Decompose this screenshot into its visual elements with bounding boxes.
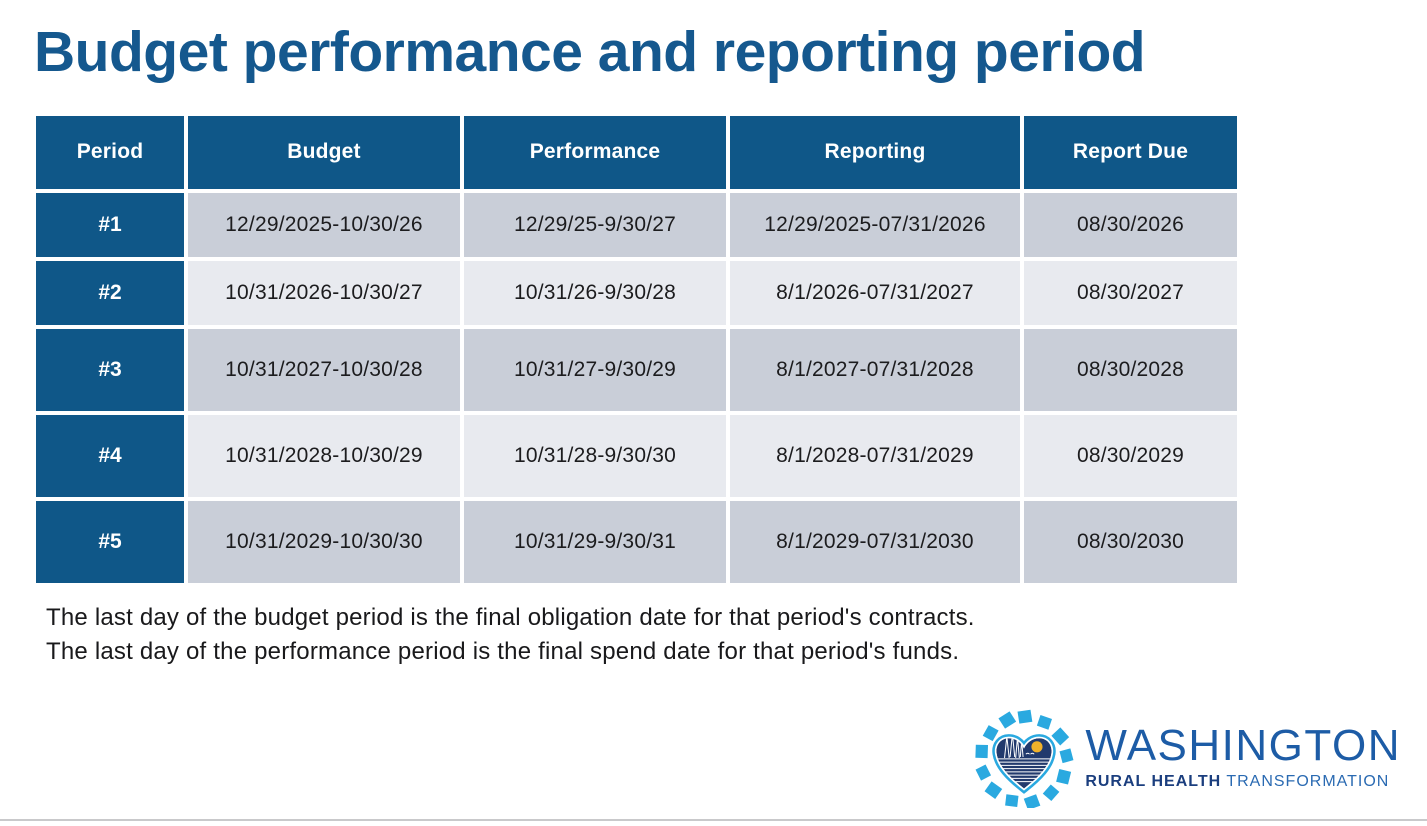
- column-header-budget: Budget: [188, 115, 460, 189]
- period-cell: #2: [36, 260, 184, 325]
- report-due-cell: 08/30/2028: [1024, 328, 1237, 411]
- performance-cell: 10/31/26-9/30/28: [464, 260, 726, 325]
- heart-scene: [996, 738, 1052, 789]
- column-header-report-due: Report Due: [1024, 115, 1237, 189]
- report-due-cell: 08/30/2026: [1024, 192, 1237, 257]
- performance-cell: 10/31/29-9/30/31: [464, 500, 726, 583]
- performance-cell: 10/31/27-9/30/29: [464, 328, 726, 411]
- table-body: #1 12/29/2025-10/30/26 12/29/25-9/30/27 12/…: [36, 192, 1237, 583]
- column-header-performance: Performance: [464, 115, 726, 189]
- budget-cell: 10/31/2028-10/30/29: [188, 414, 460, 497]
- sun-icon: [1031, 741, 1043, 753]
- window-edge-divider: [0, 819, 1427, 821]
- reporting-cell: 12/29/2025-07/31/2026: [730, 192, 1020, 257]
- table-row: #2 10/31/2026-10/30/27 10/31/26-9/30/28 8/1…: [36, 260, 1237, 325]
- reporting-cell: 8/1/2026-07/31/2027: [730, 260, 1020, 325]
- reporting-cell: 8/1/2028-07/31/2029: [730, 414, 1020, 497]
- budget-cell: 10/31/2027-10/30/28: [188, 328, 460, 411]
- period-cell: #1: [36, 192, 184, 257]
- logo-tagline-regular: TRANSFORMATION: [1226, 773, 1390, 790]
- budget-cell: 12/29/2025-10/30/26: [188, 192, 460, 257]
- report-due-cell: 08/30/2030: [1024, 500, 1237, 583]
- performance-cell: 10/31/28-9/30/30: [464, 414, 726, 497]
- reporting-cell: 8/1/2029-07/31/2030: [730, 500, 1020, 583]
- reporting-cell: 8/1/2027-07/31/2028: [730, 328, 1020, 411]
- table-row: #5 10/31/2029-10/30/30 10/31/29-9/30/31 8/1…: [36, 500, 1237, 583]
- footnote-budget-period: The last day of the budget period is the…: [46, 603, 975, 631]
- footnote-performance-period: The last day of the performance period i…: [46, 637, 960, 665]
- logo-brand-text: WASHINGTON: [1085, 721, 1401, 770]
- schedule-table-wrap: Period Budget Performance Reporting Repo…: [32, 112, 1427, 587]
- field-lines: [997, 758, 1052, 783]
- table-row: #1 12/29/2025-10/30/26 12/29/25-9/30/27 12/…: [36, 192, 1237, 257]
- table-row: #3 10/31/2027-10/30/28 10/31/27-9/30/29 8/1…: [36, 328, 1237, 411]
- column-header-reporting: Reporting: [730, 115, 1020, 189]
- washington-rural-health-logo: WASHINGTON RURAL HEALTH TRANSFORMATION: [973, 706, 1401, 808]
- budget-cell: 10/31/2029-10/30/30: [188, 500, 460, 583]
- table-row: #4 10/31/2028-10/30/29 10/31/28-9/30/30 8/1…: [36, 414, 1237, 497]
- performance-cell: 12/29/25-9/30/27: [464, 192, 726, 257]
- page-title: Budget performance and reporting period: [34, 20, 1146, 84]
- table-header-row: Period Budget Performance Reporting Repo…: [36, 115, 1237, 189]
- budget-cell: 10/31/2026-10/30/27: [188, 260, 460, 325]
- report-due-cell: 08/30/2029: [1024, 414, 1237, 497]
- sunburst-rays: [975, 709, 1074, 808]
- logo-tagline: RURAL HEALTH TRANSFORMATION: [1085, 774, 1401, 790]
- period-cell: #3: [36, 328, 184, 411]
- footnotes: The last day of the budget period is the…: [46, 601, 1427, 669]
- column-header-period: Period: [36, 115, 184, 189]
- period-cell: #5: [36, 500, 184, 583]
- logo-wordmark: WASHINGTON RURAL HEALTH TRANSFORMATION: [1085, 724, 1401, 790]
- schedule-table: Period Budget Performance Reporting Repo…: [32, 112, 1241, 587]
- report-due-cell: 08/30/2027: [1024, 260, 1237, 325]
- period-cell: #4: [36, 414, 184, 497]
- heart-sunburst-icon: [975, 709, 1074, 808]
- logo-tagline-bold: RURAL HEALTH: [1085, 773, 1222, 790]
